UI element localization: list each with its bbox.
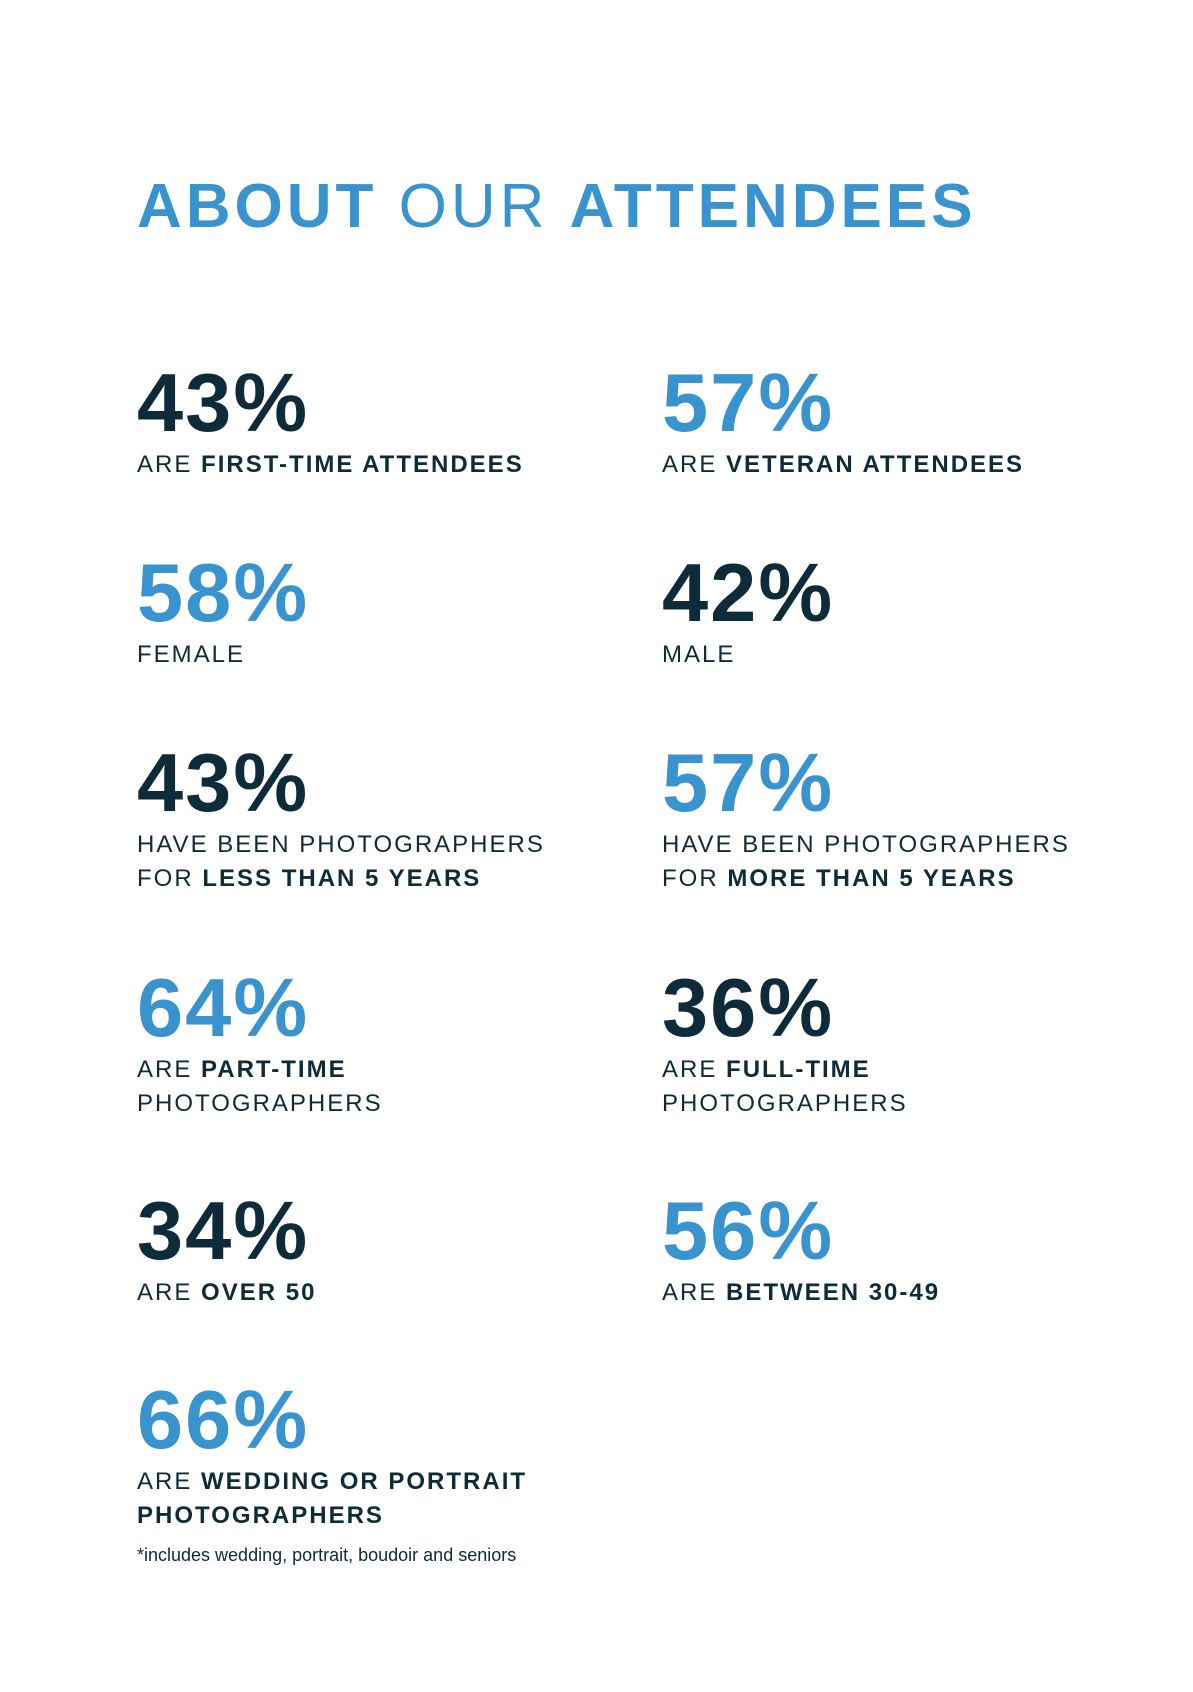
stat-male: 42% MALE: [662, 550, 1142, 672]
stat-caption: HAVE BEEN PHOTOGRAPHERS FOR MORE THAN 5 …: [662, 828, 1142, 896]
stat-caption: ARE BETWEEN 30-49: [662, 1276, 1142, 1310]
caption-bold: BETWEEN 30-49: [726, 1279, 941, 1306]
caption-bold: PART-TIME: [201, 1056, 347, 1083]
caption-lead: ARE: [137, 451, 193, 478]
stat-value: 42%: [662, 546, 835, 639]
stat-caption: ARE WEDDING OR PORTRAIT PHOTOGRAPHERS: [137, 1465, 697, 1533]
caption-lead: ARE: [137, 1056, 193, 1083]
stat-full-time: 36% ARE FULL-TIME PHOTOGRAPHERS: [662, 965, 1142, 1121]
stat-between-30-49: 56% ARE BETWEEN 30-49: [662, 1188, 1142, 1310]
caption-bold-line2: PHOTOGRAPHERS: [137, 1502, 384, 1529]
title-word-about: ABOUT: [137, 172, 378, 241]
caption-bold: WEDDING OR PORTRAIT: [201, 1468, 528, 1495]
stat-female: 58% FEMALE: [137, 550, 617, 672]
stat-caption: ARE OVER 50: [137, 1276, 617, 1310]
stat-caption: HAVE BEEN PHOTOGRAPHERS FOR LESS THAN 5 …: [137, 828, 617, 896]
caption-lead: ARE: [662, 1279, 718, 1306]
stat-caption: ARE FULL-TIME PHOTOGRAPHERS: [662, 1053, 1142, 1121]
stat-more-than-5-years: 57% HAVE BEEN PHOTOGRAPHERS FOR MORE THA…: [662, 740, 1142, 896]
stat-less-than-5-years: 43% HAVE BEEN PHOTOGRAPHERS FOR LESS THA…: [137, 740, 617, 896]
stat-over-50: 34% ARE OVER 50: [137, 1188, 617, 1310]
stat-veteran-attendees: 57% ARE VETERAN ATTENDEES: [662, 360, 1142, 482]
caption-lead: FOR: [137, 865, 194, 892]
caption-lead: ARE: [662, 1056, 718, 1083]
caption-lead: FOR: [662, 865, 719, 892]
footnote: *includes wedding, portrait, boudoir and…: [137, 1545, 517, 1565]
caption-bold: VETERAN ATTENDEES: [726, 451, 1025, 478]
caption-lead: ARE: [137, 1279, 193, 1306]
stat-caption: ARE VETERAN ATTENDEES: [662, 448, 1142, 482]
stat-value: 58%: [137, 546, 310, 639]
stat-value: 36%: [662, 961, 835, 1054]
stat-caption: ARE PART-TIME PHOTOGRAPHERS: [137, 1053, 617, 1121]
caption-line1: HAVE BEEN PHOTOGRAPHERS: [137, 831, 545, 858]
stat-value: 56%: [662, 1184, 835, 1277]
caption-line1: HAVE BEEN PHOTOGRAPHERS: [662, 831, 1070, 858]
caption-text: MALE: [662, 641, 736, 668]
stat-value: 34%: [137, 1184, 310, 1277]
stat-value: 57%: [662, 356, 835, 449]
caption-lead: ARE: [137, 1468, 193, 1495]
title-word-our: OUR: [398, 172, 549, 241]
page-title: ABOUT OUR ATTENDEES: [137, 172, 977, 242]
stat-value: 43%: [137, 356, 310, 449]
caption-lead: ARE: [662, 451, 718, 478]
title-word-attendees: ATTENDEES: [569, 172, 977, 241]
stat-caption: FEMALE: [137, 638, 617, 672]
caption-line2: PHOTOGRAPHERS: [137, 1090, 383, 1117]
caption-bold: LESS THAN 5 YEARS: [202, 865, 482, 892]
stat-value: 66%: [137, 1373, 310, 1466]
stat-part-time: 64% ARE PART-TIME PHOTOGRAPHERS: [137, 965, 617, 1121]
caption-text: FEMALE: [137, 641, 246, 668]
stat-wedding-portrait: 66% ARE WEDDING OR PORTRAIT PHOTOGRAPHER…: [137, 1377, 697, 1567]
stat-first-time-attendees: 43% ARE FIRST-TIME ATTENDEES: [137, 360, 617, 482]
stat-value: 43%: [137, 736, 310, 829]
caption-bold: MORE THAN 5 YEARS: [727, 865, 1016, 892]
caption-bold: OVER 50: [201, 1279, 317, 1306]
stat-value: 64%: [137, 961, 310, 1054]
stat-caption: MALE: [662, 638, 1142, 672]
stat-value: 57%: [662, 736, 835, 829]
caption-bold: FIRST-TIME ATTENDEES: [201, 451, 524, 478]
caption-line2: PHOTOGRAPHERS: [662, 1090, 908, 1117]
caption-bold: FULL-TIME: [726, 1056, 871, 1083]
stat-caption: ARE FIRST-TIME ATTENDEES: [137, 448, 617, 482]
